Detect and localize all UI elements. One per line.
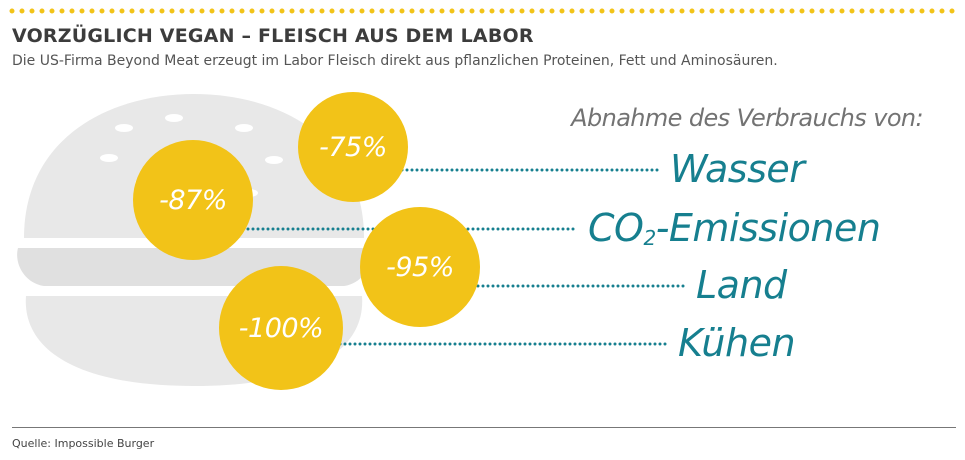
label-wasser: Wasser [670, 147, 805, 191]
value-circle-wasser: -75% [298, 92, 408, 202]
value-circle-kuehen: -100% [219, 266, 343, 390]
value-circle-co2: -87% [133, 140, 253, 260]
page-title: VORZÜGLICH VEGAN – FLEISCH AUS DEM LABOR [12, 25, 534, 47]
label-co2-subscript: 2 [643, 226, 656, 250]
value-wasser: -75% [319, 131, 387, 163]
usage-heading: Abnahme des Verbrauchs von: [571, 104, 923, 132]
source-note: Quelle: Impossible Burger [12, 437, 155, 450]
label-land: Land [696, 263, 787, 307]
top-dotted-border [9, 8, 957, 14]
label-kuehen: Kühen [678, 321, 796, 365]
value-land: -95% [386, 251, 454, 283]
value-kuehen: -100% [238, 312, 324, 344]
page-subtitle: Die US-Firma Beyond Meat erzeugt im Labo… [12, 53, 778, 69]
footer-divider [12, 427, 956, 428]
value-circle-land: -95% [360, 207, 480, 327]
value-co2: -87% [159, 184, 227, 216]
label-co2: CO2-Emissionen [588, 206, 881, 250]
